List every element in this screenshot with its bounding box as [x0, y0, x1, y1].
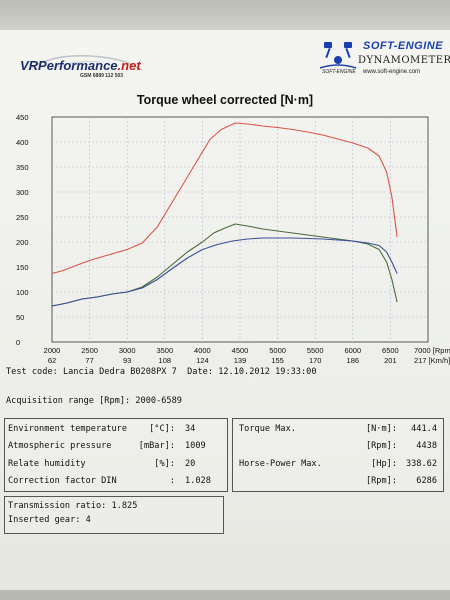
env-value: 34: [185, 424, 196, 434]
x-tick-rpm-label: 2500: [81, 346, 98, 355]
soft-engine-url: www.soft-engine.com: [363, 69, 421, 75]
inserted-gear-label: Inserted gear:: [8, 515, 81, 525]
x-tick-rpm-label: 3000: [119, 346, 136, 355]
env-value: 1.028: [185, 476, 211, 486]
background-top: [0, 0, 450, 30]
acquisition-range-line: Acquisition range [Rpm]: 2000-6589: [6, 396, 182, 406]
env-label: Relate humidity: [8, 459, 86, 469]
x-tick-speed-label: 217 [Km/h]: [414, 356, 450, 365]
env-value: 1009: [185, 441, 206, 451]
test-date-label: Date:: [187, 367, 213, 377]
piston-logo-icon: [319, 42, 357, 69]
env-unit: [°C]:: [149, 424, 175, 434]
max-value: 441.4: [411, 424, 437, 434]
y-tick-label: 300: [16, 188, 29, 197]
transmission-ratio-label: Transmission ratio:: [8, 501, 107, 511]
y-tick-label: 150: [16, 263, 29, 272]
x-tick-rpm-label: 4500: [232, 346, 249, 355]
env-value: 20: [185, 459, 196, 469]
x-tick-rpm-label: 6000: [344, 346, 361, 355]
acquisition-range-label: Acquisition range [Rpm]:: [6, 396, 131, 406]
x-tick-rpm-label: 5500: [307, 346, 324, 355]
y-tick-label: 350: [16, 163, 29, 172]
background-bottom: [0, 590, 450, 600]
series-line-red: [51, 122, 398, 275]
inserted-gear-value: 4: [85, 515, 91, 525]
x-tick-speed-label: 124: [196, 356, 209, 365]
test-code-label: Test code:: [6, 367, 58, 377]
x-tick-speed-label: 108: [159, 356, 172, 365]
vrp-logo-main: VRPerformance: [20, 58, 118, 73]
chart-grid: [51, 116, 429, 343]
x-tick-rpm-label: 2000: [44, 346, 61, 355]
transmission-ratio-value: 1.825: [111, 501, 138, 511]
max-unit: [Rpm]:: [365, 441, 397, 451]
soft-engine-brand: SOFT-ENGINE: [363, 40, 444, 52]
x-tick-rpm-label: 4000: [194, 346, 211, 355]
max-unit: [Rpm]:: [365, 476, 397, 486]
environment-box: Environment temperature [°C]: 34 Atmosph…: [4, 418, 228, 492]
x-tick-rpm-label: 5000: [269, 346, 286, 355]
env-unit: [%]:: [154, 459, 175, 469]
soft-engine-subtitle: DYNAMOMETERS: [358, 55, 450, 66]
vrp-logo-suffix: .net: [117, 58, 141, 73]
env-label: Correction factor DIN: [8, 476, 117, 486]
x-tick-speed-label: 170: [309, 356, 322, 365]
test-code-line: Test code: Lancia Dedra B0208PX 7 Date: …: [6, 367, 317, 377]
x-tick-speed-label: 77: [85, 356, 93, 365]
max-label: Torque Max.: [239, 424, 296, 434]
env-label: Environment temperature: [8, 424, 127, 434]
test-date-value: 12.10.2012 19:33:00: [218, 367, 317, 377]
chart-title: Torque wheel corrected [N·m]: [136, 93, 314, 107]
max-label: Horse-Power Max.: [239, 459, 322, 469]
env-label: Atmospheric pressure: [8, 441, 112, 451]
x-tick-speed-label: 155: [271, 356, 284, 365]
series-line-green: [51, 223, 398, 307]
max-value: 6286: [416, 476, 437, 486]
max-value: 338.62: [405, 459, 437, 469]
max-values-box: Torque Max. [N·m]: 441.4 [Rpm]: 4438 Hor…: [232, 418, 444, 492]
car-silhouette-icon: [27, 55, 143, 71]
x-tick-rpm-label: 3500: [156, 346, 173, 355]
inserted-gear: Inserted gear: 4: [8, 515, 91, 525]
max-unit: [Hp]:: [371, 459, 397, 469]
y-tick-label: 200: [16, 238, 29, 247]
y-tick-label: 50: [16, 313, 24, 322]
chart-series: [51, 122, 398, 307]
x-tick-speed-label: 201: [384, 356, 397, 365]
vrp-phone: GSM 6889 112 503: [80, 73, 124, 79]
test-code-value: Lancia Dedra B0208PX 7: [62, 367, 177, 377]
x-tick-speed-label: 93: [123, 356, 131, 365]
x-tick-speed-label: 186: [347, 356, 360, 365]
y-tick-label: 400: [16, 138, 29, 147]
y-tick-label: 0: [16, 338, 20, 347]
transmission-ratio: Transmission ratio: 1.825: [8, 501, 137, 511]
y-tick-label: 100: [16, 288, 29, 297]
x-tick-speed-label: 139: [234, 356, 247, 365]
env-unit: [mBar]:: [138, 441, 175, 451]
x-tick-rpm-label: 6500: [382, 346, 399, 355]
max-value: 4438: [416, 441, 437, 451]
max-unit: [N·m]:: [365, 424, 397, 434]
soft-engine-small: SOFT-ENGINE: [322, 69, 356, 75]
y-tick-label: 450: [16, 113, 29, 122]
env-unit: :: [169, 476, 175, 486]
x-tick-speed-label: 62: [48, 356, 56, 365]
transmission-box: Transmission ratio: 1.825 Inserted gear:…: [4, 496, 224, 534]
acquisition-range-value: 2000-6589: [135, 396, 182, 406]
x-tick-rpm-label: 7000 [Rpm]: [414, 346, 450, 355]
y-tick-label: 250: [16, 213, 29, 222]
vrp-logo: VRPerformance.net: [20, 58, 141, 73]
series-line-blue: [51, 237, 398, 307]
